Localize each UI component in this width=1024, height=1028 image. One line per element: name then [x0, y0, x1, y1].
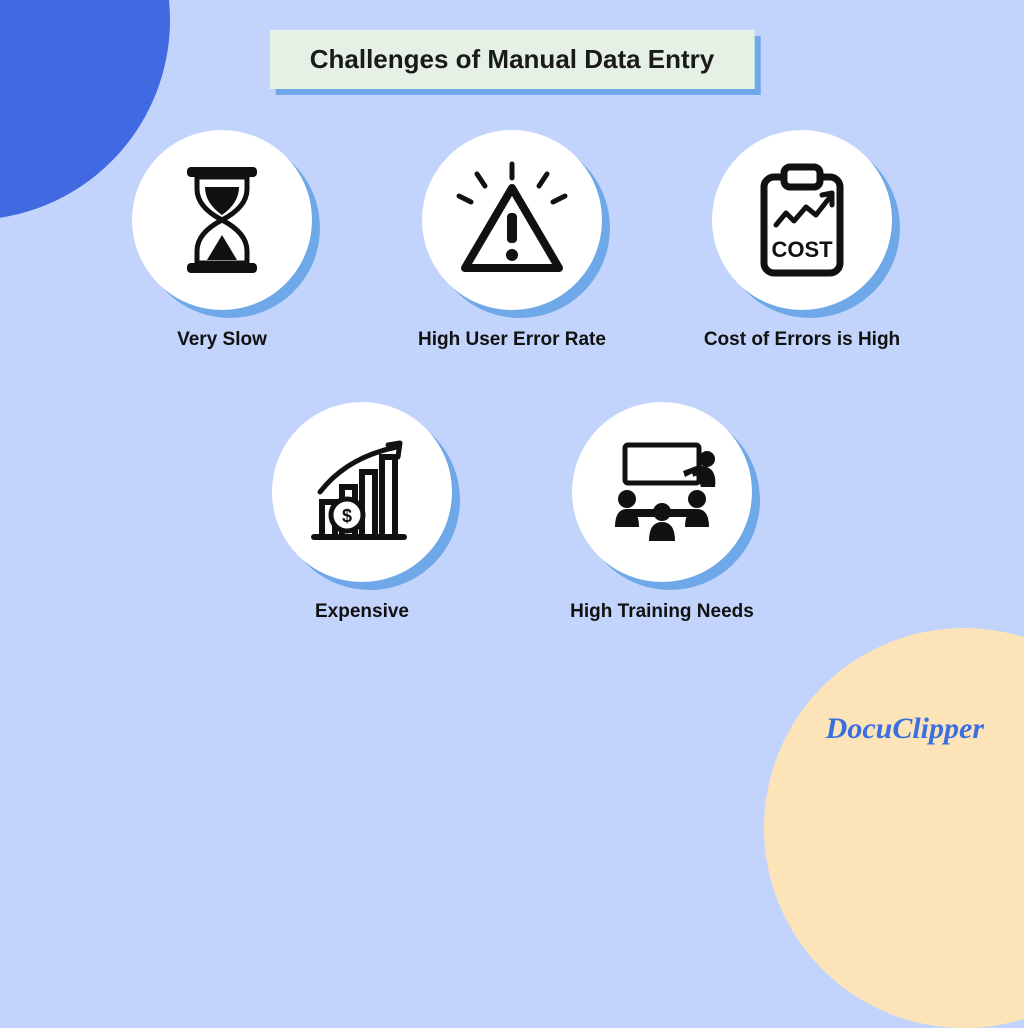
item-label: Very Slow	[177, 328, 267, 352]
item-circle: $	[272, 402, 452, 582]
item-label: Expensive	[315, 600, 409, 624]
title-box: Challenges of Manual Data Entry	[270, 30, 755, 89]
page-title: Challenges of Manual Data Entry	[310, 44, 715, 75]
items-grid: Very Slow	[0, 130, 1024, 624]
expensive-chart-icon: $	[302, 437, 422, 547]
item-very-slow: Very Slow	[122, 130, 322, 352]
training-icon	[597, 437, 727, 547]
item-circle	[132, 130, 312, 310]
item-training: High Training Needs	[562, 402, 762, 624]
warning-icon	[447, 160, 577, 280]
item-error-rate: High User Error Rate	[412, 130, 612, 352]
clipboard-cost-icon: COST	[752, 163, 852, 278]
title-container: Challenges of Manual Data Entry	[270, 30, 755, 89]
item-circle	[422, 130, 602, 310]
svg-text:COST: COST	[771, 237, 833, 262]
decor-circle-bottom	[764, 628, 1024, 1028]
item-label: High User Error Rate	[418, 328, 606, 352]
item-circle: COST	[712, 130, 892, 310]
item-label: Cost of Errors is High	[704, 328, 900, 352]
svg-text:$: $	[342, 506, 352, 526]
row-1: Very Slow	[0, 130, 1024, 352]
hourglass-icon	[177, 165, 267, 275]
item-expensive: $ Expensive	[262, 402, 462, 624]
item-circle	[572, 402, 752, 582]
item-label: High Training Needs	[570, 600, 754, 624]
brand-logo: DocuClipper	[826, 712, 984, 746]
row-2: $ Expensive	[0, 402, 1024, 624]
item-cost-errors: COST Cost of Errors is High	[702, 130, 902, 352]
